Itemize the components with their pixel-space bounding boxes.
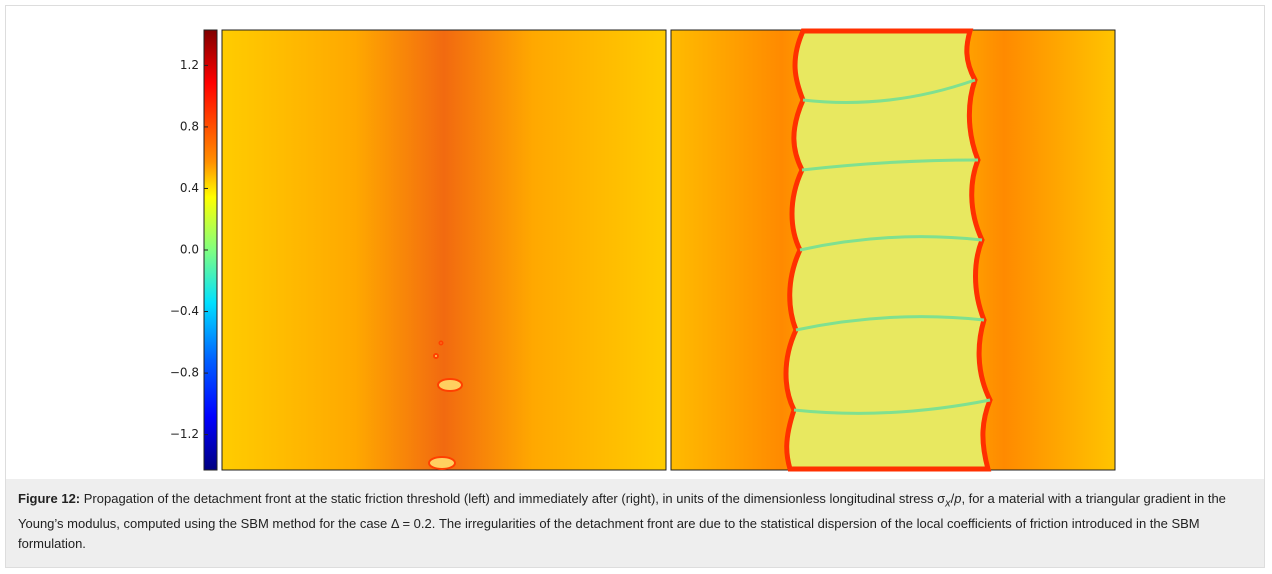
figure-image: 1.2 0.8 0.4 0.0 −0.4 −0.8 −1.2 [170, 28, 1116, 472]
tick-label: 0.4 [180, 181, 199, 195]
tick-label: −1.2 [170, 427, 199, 441]
front-lines [793, 78, 991, 415]
caption-text: , for a material with a triangular gradi… [18, 491, 1226, 551]
left-panel [221, 29, 667, 471]
detached-region [783, 28, 993, 472]
tick-label: 1.2 [180, 58, 199, 72]
left-spots [428, 340, 463, 470]
caption-text: Propagation of the detachment front at t… [83, 491, 946, 506]
tick-label: −0.8 [170, 366, 199, 380]
caption-slash: / [950, 491, 955, 506]
figure-frame [5, 5, 1265, 568]
caption-italic: p [954, 491, 962, 506]
caption: Figure 12: Propagation of the detachment… [6, 479, 1264, 567]
caption-subscript: x [945, 497, 951, 510]
caption-label: Figure 12: [18, 491, 81, 506]
tick-label: −0.4 [170, 304, 199, 318]
tick-label: 0.0 [180, 243, 199, 257]
tick-label: 0.8 [180, 119, 199, 133]
